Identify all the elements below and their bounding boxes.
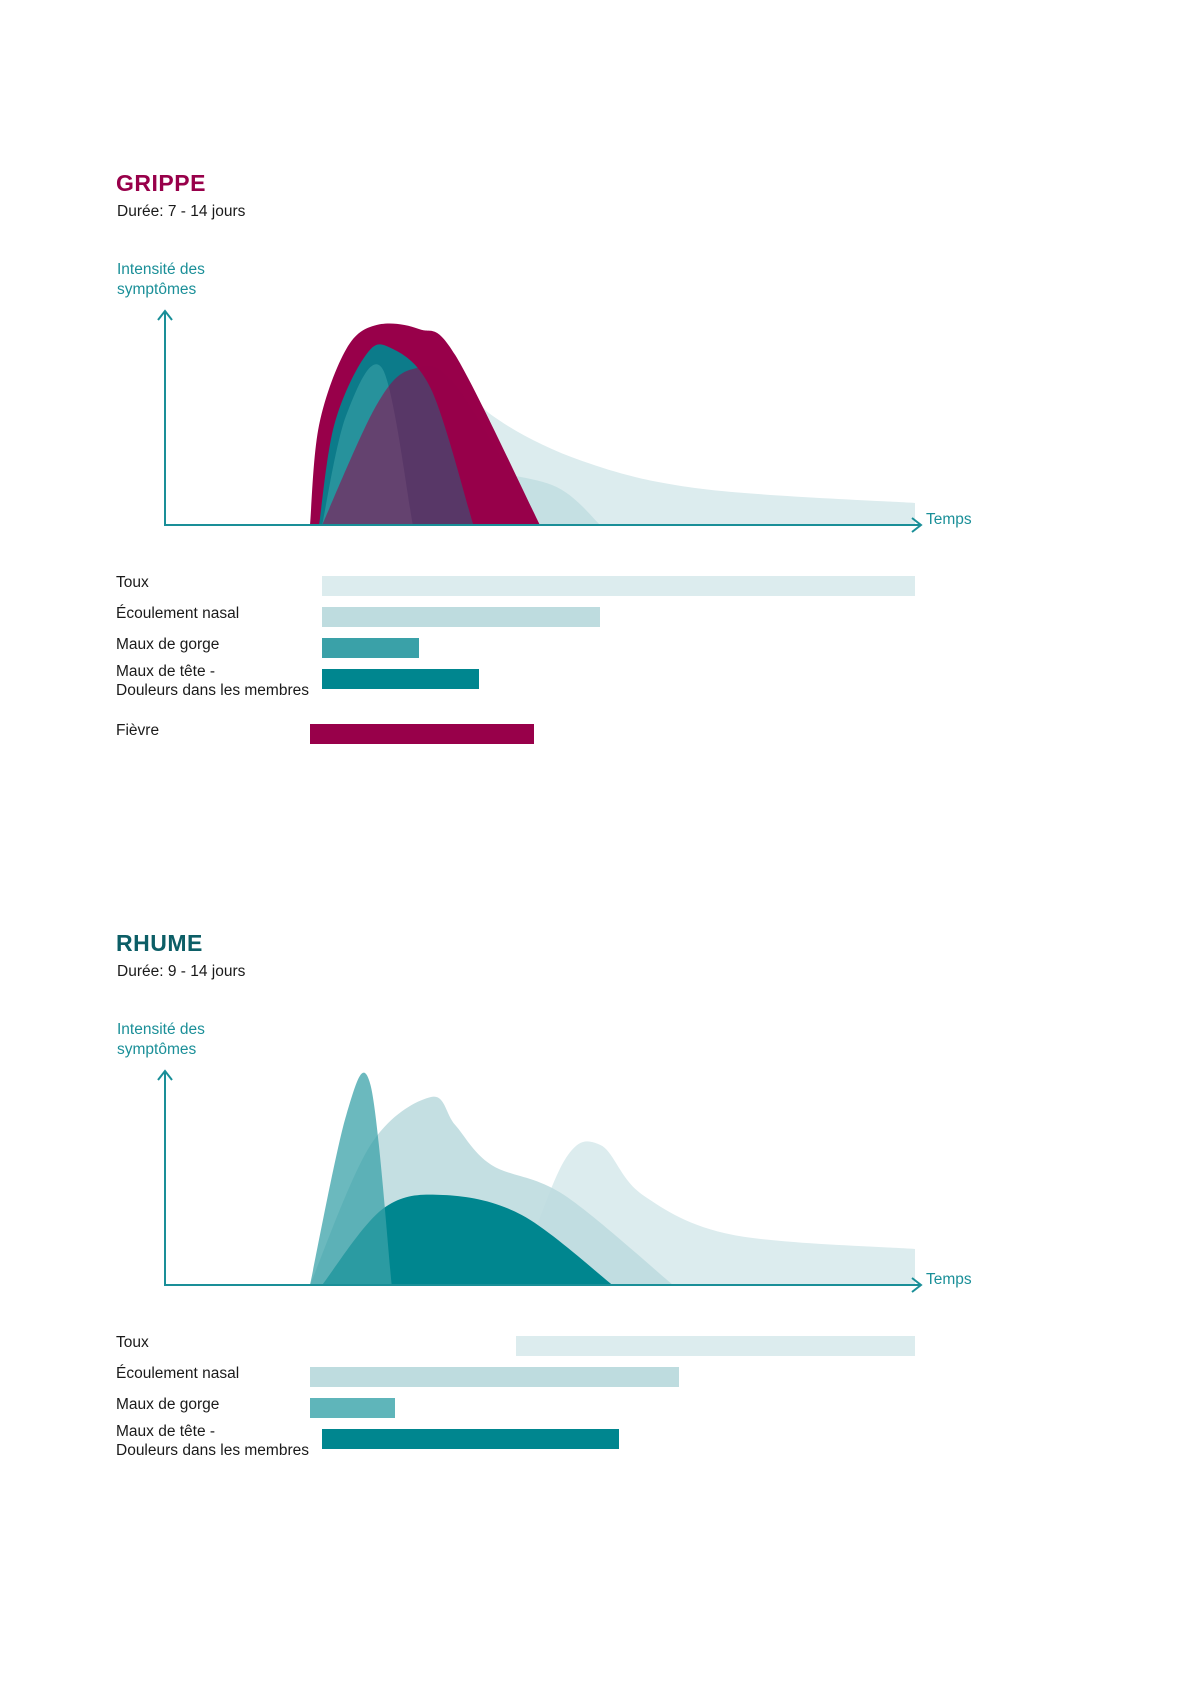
symptom-bar bbox=[310, 1367, 680, 1387]
symptom-bar bbox=[322, 576, 915, 596]
symptom-label: Maux de tête - Douleurs dans les membres bbox=[116, 663, 309, 699]
symptom-label: Écoulement nasal bbox=[116, 1365, 240, 1382]
axes bbox=[164, 1072, 920, 1286]
symptom-label: Maux de tête - Douleurs dans les membres bbox=[116, 1423, 309, 1459]
area-series-2 bbox=[322, 1194, 613, 1285]
chart-plot bbox=[157, 1069, 923, 1293]
chart-subtitle: Durée: 9 - 14 jours bbox=[117, 963, 246, 980]
symptom-label: Écoulement nasal bbox=[116, 605, 240, 622]
symptom-bar bbox=[515, 1336, 915, 1356]
x-axis-arrow bbox=[911, 1277, 923, 1293]
area-series-5 bbox=[322, 365, 540, 525]
symptom-bar bbox=[322, 607, 601, 627]
y-axis-arrow bbox=[157, 1069, 173, 1081]
symptom-label: Toux bbox=[116, 574, 149, 591]
y-axis-label: Intensité des symptômes bbox=[117, 1021, 205, 1058]
symptom-bar bbox=[322, 638, 419, 658]
symptom-bar bbox=[322, 669, 480, 689]
axes bbox=[164, 312, 920, 526]
chart-title: RHUME bbox=[116, 930, 203, 956]
symptom-label: Maux de gorge bbox=[116, 1396, 220, 1413]
symptom-label: Maux de gorge bbox=[116, 636, 220, 653]
rhume-panel: RHUME Durée: 9 - 14 jours Intensité des … bbox=[0, 760, 1191, 1520]
symptom-bar bbox=[322, 1429, 619, 1449]
chart-plot bbox=[157, 309, 923, 533]
grippe-panel: GRIPPE Durée: 7 - 14 jours Intensité des… bbox=[0, 0, 1191, 760]
y-axis-arrow bbox=[157, 309, 173, 321]
symptom-label: Fièvre bbox=[116, 722, 160, 739]
symptom-label: Toux bbox=[116, 1334, 149, 1351]
y-axis-label: Intensité des symptômes bbox=[117, 261, 205, 298]
symptom-bar bbox=[310, 1398, 395, 1418]
symptom-bar bbox=[310, 724, 534, 744]
chart-subtitle: Durée: 7 - 14 jours bbox=[117, 203, 246, 220]
x-axis-arrow bbox=[911, 517, 923, 533]
x-axis-label: Temps bbox=[926, 511, 972, 528]
chart-title: GRIPPE bbox=[116, 170, 206, 196]
area-series-3 bbox=[310, 1072, 392, 1285]
x-axis-label: Temps bbox=[926, 1271, 972, 1288]
